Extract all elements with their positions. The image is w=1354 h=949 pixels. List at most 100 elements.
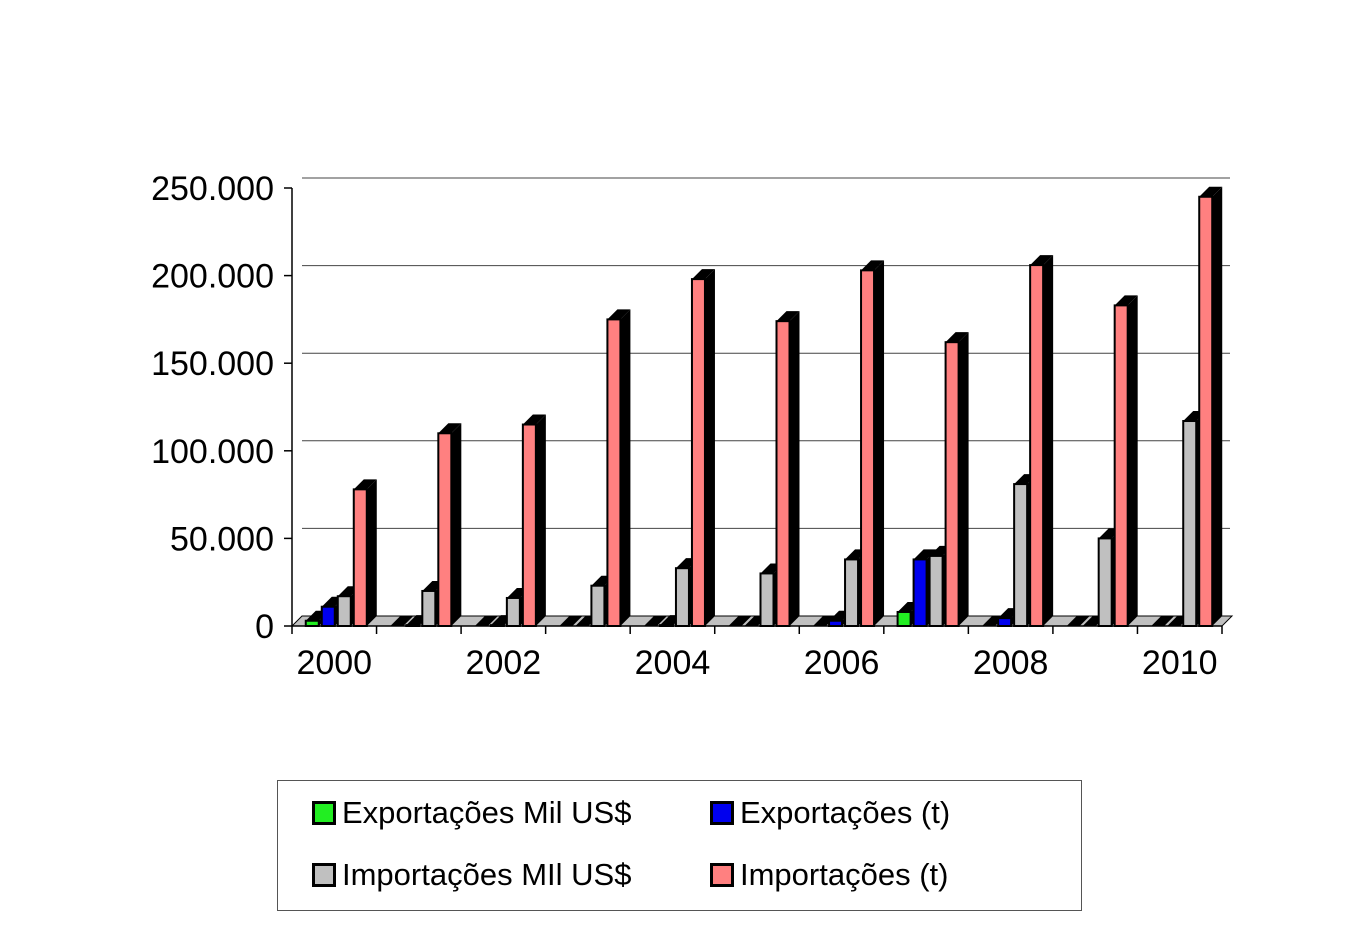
bar-side [535, 414, 546, 626]
chart: 0 50.000 100.000 150.000 200.000 250.000 2000… [151, 170, 1234, 682]
bar-top [1199, 186, 1223, 197]
x-tick-label: 2008 [973, 644, 1049, 682]
bar-side [1043, 255, 1054, 626]
legend-swatch-icon [710, 863, 734, 887]
legend-label: Exportações (t) [740, 795, 951, 830]
bar [390, 616, 414, 626]
legend-item-importacoes-mil: Importações MIl US$ [312, 857, 631, 893]
bar-top [691, 269, 715, 280]
bar [1029, 255, 1054, 627]
x-tick-label: 2004 [635, 644, 711, 682]
bar [1198, 186, 1223, 627]
x-tick-label: 2006 [804, 644, 880, 682]
legend-swatch-icon [710, 801, 734, 825]
bar-front [304, 619, 320, 628]
legend-label: Exportações Mil US$ [342, 795, 632, 830]
y-tick-label: 0 [255, 608, 274, 646]
bar-front [690, 278, 706, 627]
y-tick-label: 250.000 [151, 170, 274, 208]
legend-item-exportacoes-mil: Exportações Mil US$ [312, 795, 631, 831]
bar-front [336, 595, 352, 628]
bar-front [1113, 304, 1129, 627]
bar-front [759, 572, 775, 628]
bar-front [828, 619, 844, 628]
bar-top [728, 616, 752, 626]
bar-top [813, 616, 837, 626]
legend-label: Importações MIl US$ [342, 857, 632, 892]
y-tick-label: 150.000 [151, 345, 274, 383]
axes [284, 187, 1223, 634]
y-tick-label: 200.000 [151, 258, 274, 296]
bar-side [1127, 295, 1138, 626]
bar-top [474, 616, 498, 626]
legend-item-exportacoes-t: Exportações (t) [710, 795, 950, 831]
bar-front [521, 423, 537, 627]
bar [643, 616, 667, 626]
bar-top [353, 479, 377, 490]
bar-top [1114, 295, 1138, 306]
y-tick-label: 50.000 [170, 520, 274, 558]
bar-front [352, 488, 368, 627]
y-axis-tick-labels: 0 50.000 100.000 150.000 200.000 250.000 [151, 170, 274, 646]
x-tick-label: 2010 [1142, 644, 1218, 682]
bar-front [1182, 420, 1198, 627]
bar-top [643, 616, 667, 626]
bar-side [366, 479, 377, 626]
bar-front [437, 432, 453, 627]
bar-top [945, 332, 969, 343]
bar-top [559, 616, 583, 626]
bar-front [320, 605, 336, 628]
bar-front [844, 558, 860, 628]
bar-side [620, 309, 631, 626]
bar-side [789, 311, 800, 626]
bar [352, 479, 377, 627]
bar [1066, 616, 1090, 626]
bar-front [421, 589, 437, 628]
bar-front [997, 617, 1013, 628]
bar-side [958, 332, 969, 626]
bar [521, 414, 546, 627]
bar-front [912, 558, 928, 628]
bar [606, 309, 631, 627]
bar [559, 616, 583, 626]
x-tick-label: 2000 [296, 644, 372, 682]
bar-front [489, 624, 505, 628]
bars [304, 186, 1223, 628]
bar-top [861, 260, 885, 271]
bar-top [1066, 616, 1090, 626]
bar [690, 269, 715, 627]
bar-top [607, 309, 631, 320]
x-axis-tick-labels: 2000 2002 2004 2006 2008 2010 [296, 644, 1217, 682]
bar-side [451, 423, 462, 626]
bar-top [522, 414, 546, 425]
bar [944, 332, 969, 627]
bar-top [390, 616, 414, 626]
bar-top [913, 549, 937, 560]
legend-swatch-icon [312, 801, 336, 825]
bar-front [928, 554, 944, 627]
bar-side [704, 269, 715, 626]
bar-front [405, 624, 421, 628]
bar-front [1013, 483, 1029, 628]
bar-front [606, 318, 622, 627]
bar-side [1212, 186, 1223, 626]
bar-front [860, 269, 876, 627]
bar-top [776, 311, 800, 322]
legend-swatch-icon [312, 863, 336, 887]
bar [775, 311, 800, 627]
bar-top [1151, 616, 1175, 626]
legend: Exportações Mil US$ Exportações (t) Impo… [277, 780, 1082, 911]
bar-front [658, 624, 674, 628]
y-tick-label: 100.000 [151, 433, 274, 471]
bar-side [874, 260, 885, 626]
bar-front [1029, 264, 1045, 627]
bar-front [896, 610, 912, 628]
bar-front [1198, 195, 1214, 627]
bar-top [438, 423, 462, 434]
bar [1113, 295, 1138, 627]
bar-front [1097, 537, 1113, 628]
bar [728, 616, 752, 626]
bar-front [775, 320, 791, 627]
bar [1151, 616, 1175, 626]
bar-front [590, 584, 606, 627]
